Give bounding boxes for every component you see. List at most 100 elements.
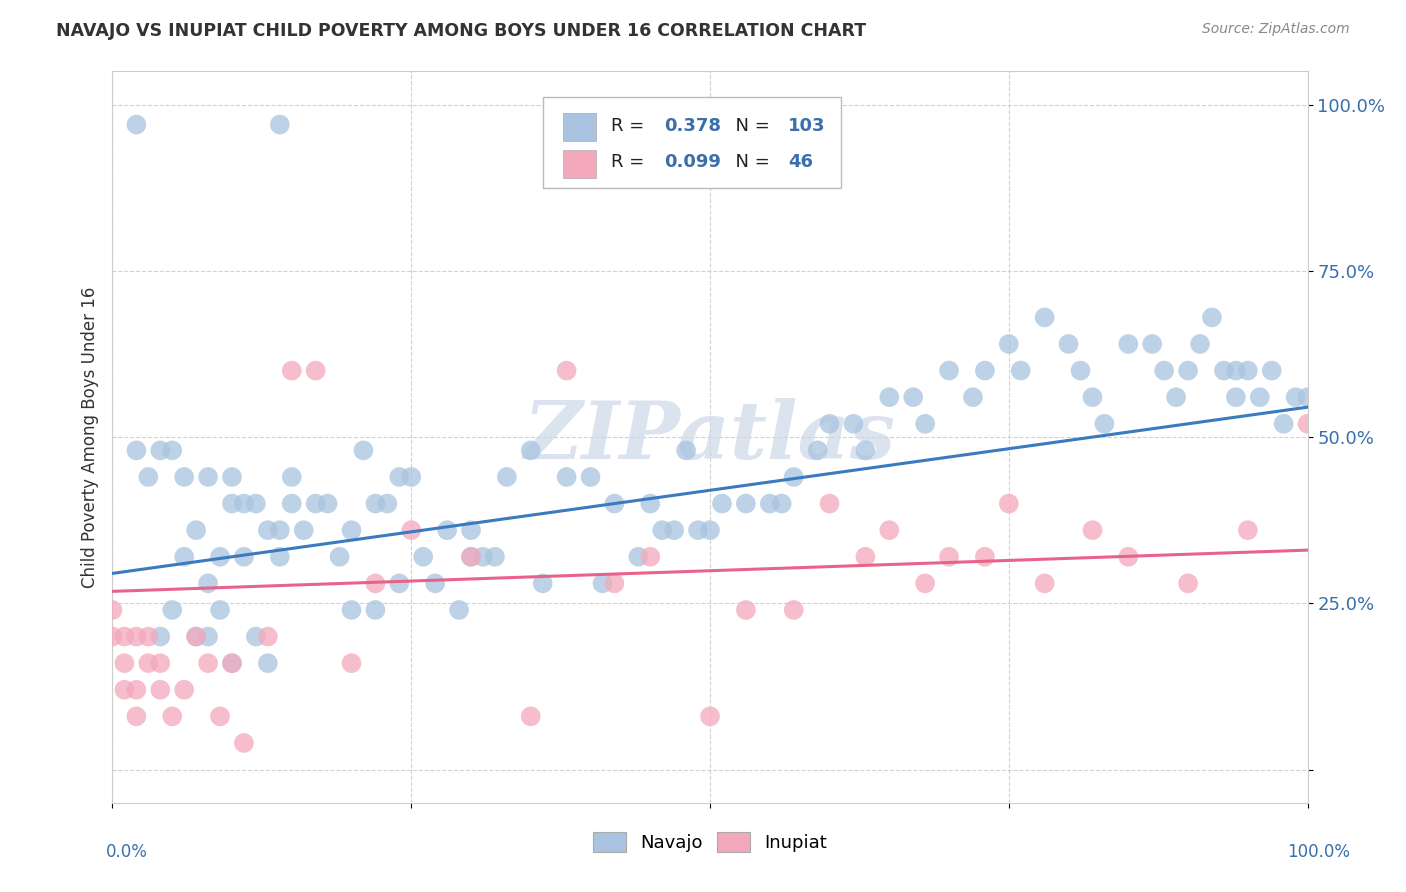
Point <box>627 549 650 564</box>
Text: 0.0%: 0.0% <box>105 843 148 861</box>
Point <box>233 736 256 750</box>
Point <box>1118 337 1140 351</box>
Bar <box>562 113 596 141</box>
Point <box>281 363 304 377</box>
Point <box>186 630 208 644</box>
Point <box>162 709 183 723</box>
Point <box>447 603 470 617</box>
Point <box>938 549 960 564</box>
Point <box>1249 390 1271 404</box>
Point <box>1237 523 1260 537</box>
Point <box>138 656 160 670</box>
Point <box>401 523 423 537</box>
Point <box>197 470 219 484</box>
Point <box>1213 363 1236 377</box>
Point <box>603 576 626 591</box>
Point <box>221 497 243 511</box>
Text: 103: 103 <box>787 117 825 135</box>
Point <box>460 549 482 564</box>
Point <box>1153 363 1175 377</box>
Point <box>879 523 901 537</box>
Point <box>125 118 148 132</box>
Point <box>842 417 865 431</box>
Point <box>1010 363 1032 377</box>
Point <box>555 470 578 484</box>
Point <box>138 470 160 484</box>
Point <box>388 470 411 484</box>
Point <box>114 682 135 697</box>
Point <box>938 363 960 377</box>
Point <box>425 576 447 591</box>
Point <box>603 497 626 511</box>
Point <box>1225 390 1247 404</box>
Point <box>699 709 721 723</box>
Point <box>269 118 291 132</box>
Point <box>770 497 793 511</box>
Point <box>281 470 304 484</box>
Point <box>735 603 758 617</box>
Point <box>1033 576 1056 591</box>
Point <box>269 549 291 564</box>
Point <box>1296 417 1319 431</box>
Point <box>245 630 267 644</box>
Point <box>879 390 901 404</box>
Point <box>484 549 506 564</box>
Point <box>388 576 411 591</box>
Point <box>1070 363 1092 377</box>
Point <box>1166 390 1188 404</box>
Point <box>257 630 280 644</box>
Point <box>974 363 997 377</box>
Point <box>1237 363 1260 377</box>
Point <box>364 603 387 617</box>
Point <box>101 630 124 644</box>
Bar <box>562 150 596 178</box>
Point <box>903 390 925 404</box>
Point <box>1142 337 1164 351</box>
Point <box>292 523 315 537</box>
Point <box>114 630 135 644</box>
Point <box>855 443 877 458</box>
Point <box>1033 310 1056 325</box>
Text: N =: N = <box>724 153 776 171</box>
Point <box>651 523 673 537</box>
Point <box>460 523 482 537</box>
Point <box>1177 363 1199 377</box>
Point <box>759 497 782 511</box>
Point <box>998 497 1021 511</box>
Point <box>1118 549 1140 564</box>
Text: 46: 46 <box>787 153 813 171</box>
Point <box>914 576 936 591</box>
Point <box>664 523 686 537</box>
Point <box>436 523 458 537</box>
Point <box>340 523 363 537</box>
Point <box>998 337 1021 351</box>
Text: 100.0%: 100.0% <box>1286 843 1350 861</box>
Point <box>125 443 148 458</box>
Point <box>711 497 734 511</box>
Point <box>412 549 434 564</box>
Text: N =: N = <box>724 117 776 135</box>
Point <box>1225 363 1247 377</box>
Point <box>377 497 399 511</box>
Point <box>233 497 256 511</box>
Point <box>460 549 482 564</box>
Point <box>818 497 841 511</box>
Point <box>1201 310 1223 325</box>
Point <box>1081 390 1104 404</box>
Point <box>675 443 697 458</box>
Point <box>209 603 232 617</box>
Point <box>149 630 172 644</box>
Text: R =: R = <box>610 153 650 171</box>
Point <box>855 549 877 564</box>
FancyBboxPatch shape <box>543 97 842 188</box>
Point <box>125 709 148 723</box>
Point <box>245 497 267 511</box>
Point <box>257 523 280 537</box>
Point <box>125 630 148 644</box>
Point <box>472 549 495 564</box>
Point <box>233 549 256 564</box>
Point <box>352 443 374 458</box>
Point <box>173 549 195 564</box>
Point <box>209 709 232 723</box>
Point <box>173 470 195 484</box>
